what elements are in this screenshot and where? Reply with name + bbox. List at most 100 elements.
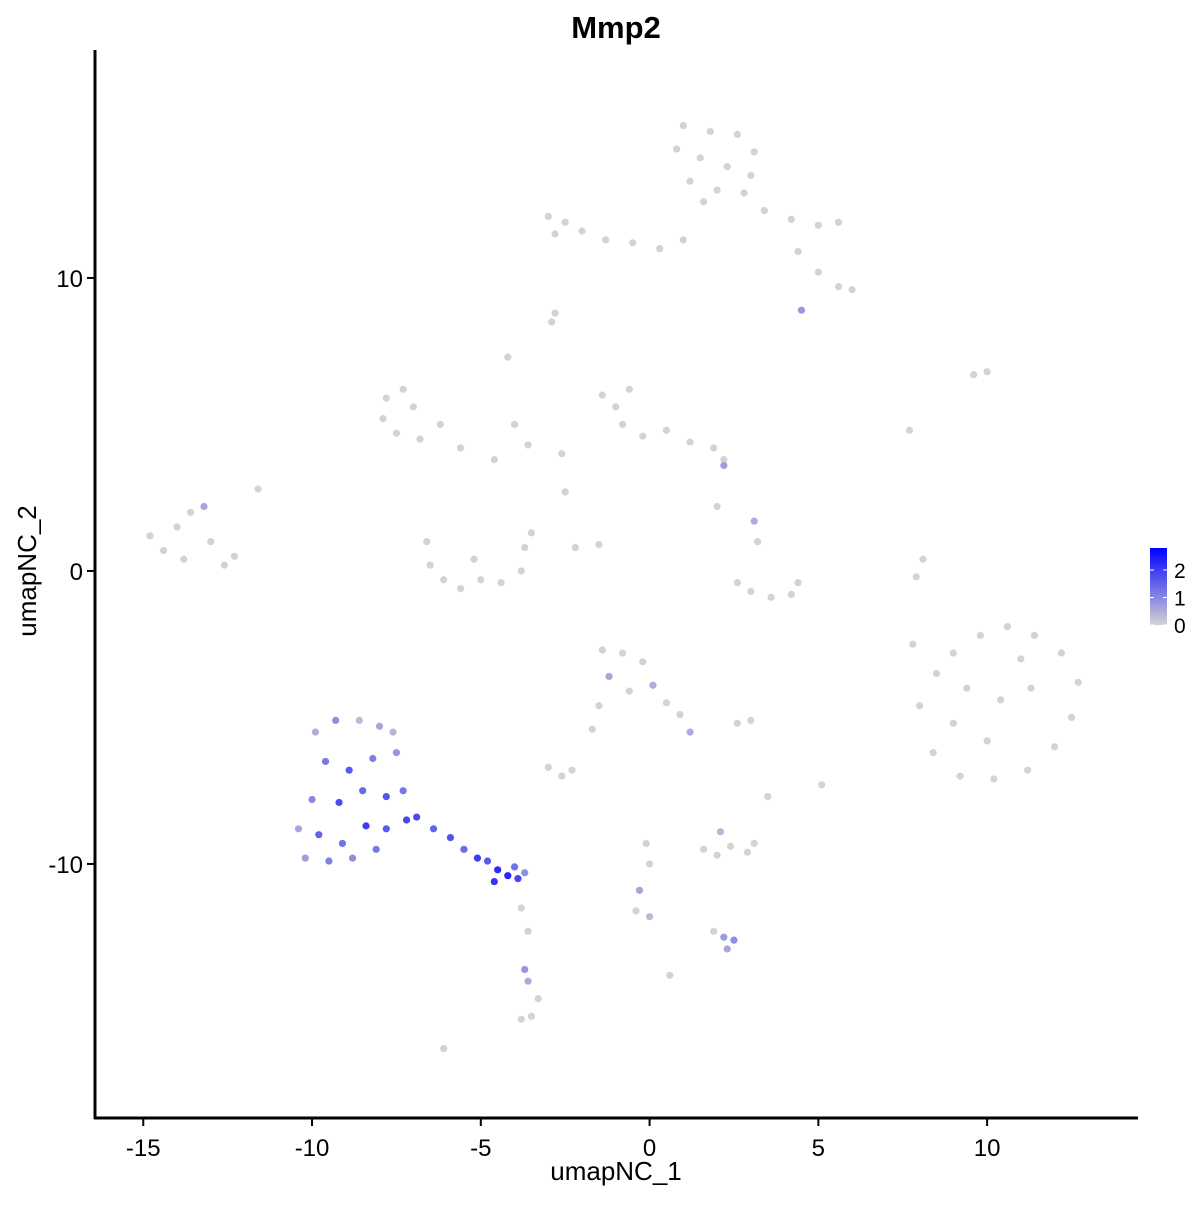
point [679, 236, 687, 244]
point [612, 403, 620, 411]
point [392, 429, 401, 437]
point [527, 1012, 536, 1020]
y-tick-label: 10 [56, 266, 83, 293]
point [686, 728, 694, 736]
point [963, 684, 971, 692]
point [750, 517, 758, 525]
colorbar-tick-label: 0 [1174, 615, 1186, 638]
points [146, 121, 1082, 1053]
point [1074, 678, 1082, 686]
point [440, 1044, 448, 1053]
point [625, 385, 633, 393]
x-tick-label: -10 [295, 1135, 330, 1162]
point [1030, 631, 1038, 640]
point [332, 716, 340, 724]
point [618, 649, 627, 657]
point [180, 555, 188, 563]
point [146, 532, 154, 540]
point [527, 529, 536, 537]
point [494, 866, 502, 874]
point [750, 148, 758, 156]
point [605, 672, 613, 681]
point [477, 576, 485, 584]
point [568, 766, 576, 774]
point [787, 215, 795, 223]
point [656, 245, 664, 253]
point [814, 221, 822, 229]
point [753, 538, 762, 546]
point [440, 576, 448, 584]
colorbar-tick-label: 2 [1174, 560, 1186, 583]
point [429, 825, 438, 833]
point [200, 502, 208, 511]
point [544, 763, 552, 771]
point [733, 579, 741, 587]
point [521, 869, 529, 877]
point [848, 286, 856, 294]
point [517, 567, 525, 575]
point [949, 649, 957, 657]
point [524, 441, 532, 449]
point [588, 725, 596, 733]
point [699, 198, 708, 206]
point [544, 212, 552, 221]
point [629, 239, 637, 247]
point [369, 754, 377, 763]
point [348, 854, 357, 862]
point [186, 508, 195, 516]
x-tick-label: 0 [643, 1135, 656, 1162]
point [983, 368, 991, 376]
point [932, 669, 941, 678]
point [676, 710, 684, 719]
point [909, 640, 917, 648]
point [949, 719, 957, 727]
x-tick-label: 10 [974, 1135, 1001, 1162]
point [473, 854, 482, 862]
point [797, 306, 806, 314]
y-tick-label: -10 [48, 852, 83, 879]
point [595, 702, 603, 710]
point [662, 699, 671, 707]
point [713, 851, 721, 859]
point [720, 933, 728, 941]
point [970, 371, 978, 379]
point [1017, 655, 1025, 663]
point [1057, 649, 1065, 657]
point [716, 828, 725, 836]
point [956, 772, 964, 780]
point [483, 857, 492, 865]
point [490, 456, 498, 464]
point [990, 775, 998, 783]
point [534, 995, 542, 1003]
point [760, 206, 768, 215]
point [521, 543, 529, 552]
point [392, 749, 401, 757]
point [382, 792, 390, 801]
point [521, 965, 529, 974]
point [723, 163, 731, 171]
point [696, 154, 704, 162]
point [1027, 684, 1035, 692]
point [1051, 743, 1059, 751]
point [389, 728, 397, 736]
point [767, 593, 775, 601]
point [764, 792, 772, 801]
point [706, 127, 714, 136]
point [399, 787, 407, 795]
point [315, 831, 323, 839]
point [642, 839, 650, 848]
point [1067, 713, 1076, 722]
point [723, 945, 731, 953]
point [321, 757, 330, 766]
point [747, 716, 755, 724]
point [379, 414, 387, 423]
point [578, 227, 586, 235]
point [504, 353, 512, 361]
chart-title: Mmp2 [571, 10, 661, 45]
point [639, 432, 647, 440]
point [929, 749, 937, 757]
point [1003, 623, 1011, 631]
point [730, 936, 738, 944]
point [571, 543, 579, 552]
